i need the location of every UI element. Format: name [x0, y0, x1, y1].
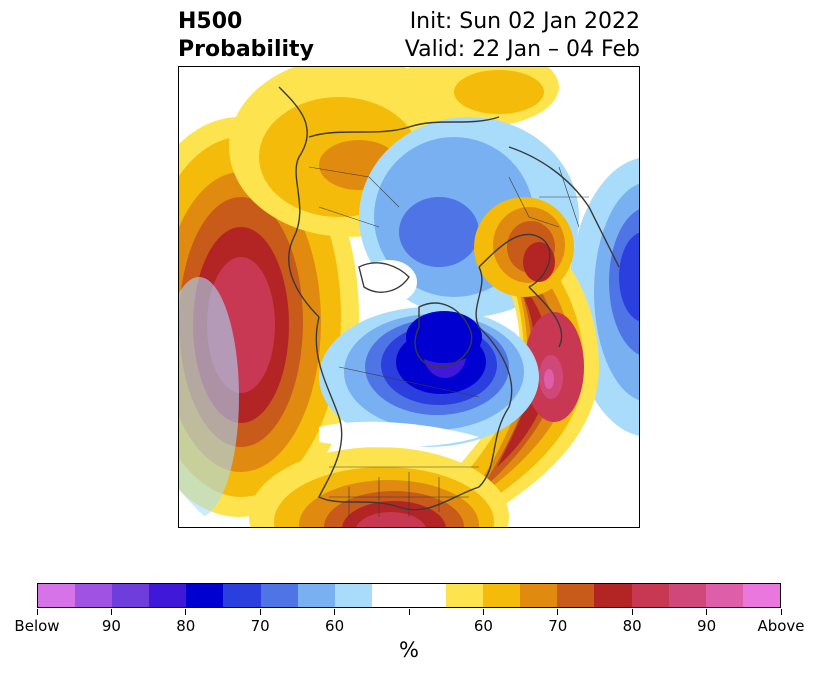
colorbar-tick-label: Above: [757, 617, 805, 635]
title-dates: Init: Sun 02 Jan 2022 Valid: 22 Jan – 04…: [405, 8, 640, 64]
anomaly-north-atlantic: [409, 217, 599, 527]
colorbar-tick-label: 90: [697, 617, 717, 635]
colorbar-segment: [334, 584, 372, 607]
colorbar-tick: [185, 609, 187, 615]
colorbar-segment: [75, 584, 113, 607]
colorbar-tick-label: 80: [176, 617, 196, 635]
colorbar-tick-label: 60: [473, 617, 493, 635]
title-variable: H500 Probability: [178, 8, 314, 64]
init-date-label: Init: Sun 02 Jan 2022: [409, 9, 640, 34]
colorbar-segment: [112, 584, 150, 607]
colorbar-tick: [334, 609, 336, 615]
colorbar-segment: [223, 584, 261, 607]
colorbar-tick: [36, 609, 38, 615]
title-variable-line2: Probability: [178, 37, 314, 62]
colorbar-segment: [149, 584, 187, 607]
colorbar-segment: [631, 584, 669, 607]
colorbar-tick: [631, 609, 633, 615]
colorbar-segment: [408, 584, 447, 607]
coastlines: [278, 86, 620, 511]
colorbar-tick-label: 70: [548, 617, 568, 635]
colorbar-tick-label: 70: [250, 617, 270, 635]
colorbar-unit-label: %: [399, 638, 419, 662]
colorbar-tick: [706, 609, 708, 615]
colorbar-segment: [186, 584, 224, 607]
colorbar-segment: [260, 584, 298, 607]
political-borders: [308, 166, 589, 517]
colorbar-segment: [742, 584, 780, 607]
colorbar-tick: [482, 609, 484, 615]
anomaly-western-russia: [569, 157, 639, 437]
colorbar-tick: [110, 609, 112, 615]
colorbar-segment: [297, 584, 335, 607]
colorbar-tick-label: Below: [14, 617, 60, 635]
colorbar-segment: [446, 584, 484, 607]
anomaly-canada: [319, 307, 539, 447]
colorbar-tick-label: 80: [622, 617, 642, 635]
map-panel: [178, 66, 640, 528]
colorbar-segment: [520, 584, 558, 607]
colorbar-segment: [557, 584, 595, 607]
probability-map: [179, 67, 639, 527]
valid-date-label: Valid: 22 Jan – 04 Feb: [404, 37, 640, 62]
title-variable-line1: H500: [178, 9, 243, 34]
colorbar-tick: [557, 609, 559, 615]
colorbar-tick-label: 60: [325, 617, 345, 635]
colorbar-segment: [38, 584, 76, 607]
colorbar-tick: [259, 609, 261, 615]
colorbar-tick-label: 90: [101, 617, 121, 635]
neutral-band: [319, 421, 479, 448]
colorbar-segment: [668, 584, 706, 607]
colorbar-segment: [705, 584, 743, 607]
colorbar-tick: [780, 609, 782, 615]
anomaly-scandinavia: [474, 197, 574, 297]
colorbar: [37, 583, 781, 608]
colorbar-segment: [594, 584, 632, 607]
anomaly-north-pacific: [179, 117, 359, 517]
colorbar-segment: [371, 584, 409, 607]
colorbar-segment: [483, 584, 521, 607]
colorbar-tick: [408, 609, 410, 615]
